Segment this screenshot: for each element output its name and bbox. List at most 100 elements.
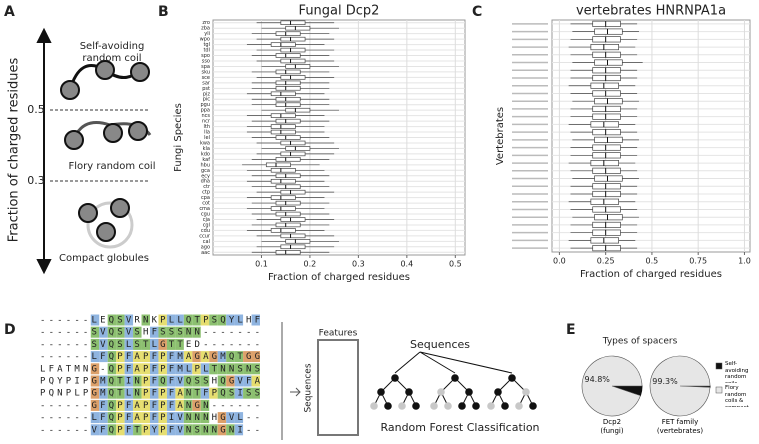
chart-title: Fungal Dcp2: [299, 4, 380, 19]
residue-shade: [251, 314, 260, 326]
residue-shade: [217, 363, 227, 375]
residue-shade: [158, 351, 167, 363]
forest-trees: [370, 374, 537, 410]
category-label: spa: [201, 64, 210, 70]
residue-shade: [158, 314, 167, 326]
residue-shade: [175, 363, 184, 375]
residue-shade: [200, 351, 210, 363]
residue-shade: [158, 399, 167, 411]
box: [592, 105, 621, 112]
box: [592, 36, 621, 43]
box: [270, 124, 296, 129]
x-tick-label: 0.75: [689, 257, 707, 266]
category-label: sce: [202, 75, 210, 81]
box: [594, 175, 623, 182]
box: [592, 206, 621, 213]
residue-shade: [124, 326, 134, 338]
chart-title: vertebrates HNRNPA1a: [576, 4, 726, 19]
box: [280, 75, 306, 80]
residue-shade: [192, 351, 201, 363]
tree-node: [508, 374, 516, 382]
x-tick-label: 0.5: [646, 257, 659, 266]
residue-shade: [183, 351, 193, 363]
residue-shade: [192, 375, 201, 387]
pie-slice: [649, 355, 711, 417]
box: [590, 44, 619, 51]
residue-shade: [175, 338, 184, 350]
residue-shade: [175, 424, 184, 436]
plot-area: [551, 19, 751, 253]
residue-shade: [192, 314, 201, 326]
residue-shade: [150, 375, 159, 387]
residue-shade: [251, 351, 260, 363]
residue-shade: [141, 387, 150, 399]
double-arrow: [36, 27, 52, 275]
residue-shade: [133, 424, 142, 436]
box: [275, 118, 301, 124]
residue-shade: [133, 338, 142, 350]
residue-shade: [166, 363, 176, 375]
residue-shade: [175, 375, 184, 387]
category-label: cot: [202, 201, 210, 207]
box: [592, 229, 621, 236]
residue-shade: [158, 424, 167, 436]
value-label: 99.3%: [652, 377, 678, 386]
legend-swatch: [715, 386, 723, 394]
x-tick-label: 0.5: [449, 260, 462, 269]
residue-shade: [99, 387, 108, 399]
polymer-illustrations: [60, 60, 152, 249]
residue-shade: [217, 387, 227, 399]
category-label: pic: [203, 97, 211, 103]
tree-arrows: [394, 351, 513, 374]
residue-shade: [116, 412, 125, 424]
category-label: cdu: [201, 228, 210, 234]
residue-shade: [175, 387, 184, 399]
state-label: Compact globules: [59, 253, 149, 264]
tree-node: [458, 402, 466, 410]
residue-shade: [234, 351, 244, 363]
residue-shade: [150, 387, 159, 399]
box: [270, 195, 296, 200]
classifier-label: Random Forest Classification: [380, 421, 539, 434]
residue-shade: [166, 424, 176, 436]
residue-shade: [90, 363, 100, 375]
category-label: hbu: [200, 162, 210, 168]
x-tick-label: 0.25: [597, 257, 615, 266]
box: [280, 233, 306, 239]
residue-shade: [116, 363, 125, 375]
category-label: lel: [204, 135, 210, 141]
residue-shade: [150, 326, 159, 338]
residue-shade: [166, 314, 176, 326]
residue-shade: [133, 387, 142, 399]
tree-node: [487, 402, 495, 410]
residue-shade: [200, 387, 210, 399]
residue-shade: [217, 351, 227, 363]
category-label: cma: [199, 206, 210, 212]
features-label: Features: [319, 329, 358, 339]
category-label: lla: [204, 130, 210, 136]
residue-shade: [90, 424, 100, 436]
category-label: gca: [201, 168, 210, 174]
category-label: cpa: [201, 195, 210, 201]
residue-shade: [200, 412, 210, 424]
residue-shade: [251, 375, 260, 387]
state-label: random coil: [82, 53, 141, 64]
residue-shade: [209, 387, 218, 399]
residue-shade: [99, 399, 108, 411]
residue-shade: [158, 387, 167, 399]
residue-shade: [217, 375, 227, 387]
residue-shade: [116, 387, 125, 399]
tree-node: [430, 402, 438, 410]
residue-shade: [141, 314, 150, 326]
residue-shade: [234, 424, 244, 436]
x-tick-label: 0.2: [304, 260, 317, 269]
residue-shade: [107, 412, 117, 424]
category-label: kdo: [201, 151, 210, 157]
residue-shade: [234, 387, 244, 399]
residue-shade: [116, 375, 125, 387]
category-label: zba: [201, 26, 210, 32]
box: [590, 237, 619, 244]
residue-shade: [150, 424, 159, 436]
box: [275, 69, 301, 75]
residue-shade: [150, 412, 159, 424]
